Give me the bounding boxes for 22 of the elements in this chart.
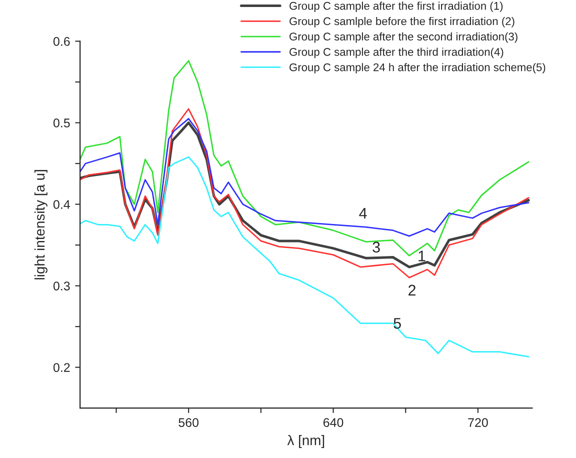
x-tick-label: 560 — [178, 418, 199, 427]
legend-label: Group C sample 24 h after the irradiation scheme(5) — [290, 63, 546, 74]
x-tick-label: 640 — [323, 418, 344, 427]
y-tick-label: 0.3 — [53, 282, 70, 290]
annotation: 2 — [408, 284, 416, 296]
legend-label: Group C samlple before the first irradiation (2) — [290, 17, 514, 28]
line-series — [80, 156, 530, 358]
legend-label: Group C sample after the third irradiation(4) — [290, 48, 504, 58]
legend-label: Group C sample after the first irradiation (1) — [290, 2, 503, 12]
y-tick-label: 0.4 — [53, 200, 70, 209]
x-tick-label: 720 — [468, 418, 488, 427]
annotation: 3 — [372, 242, 380, 253]
y-tick-label: 0.2 — [53, 363, 70, 372]
y-axis-title: light intensity [a u] — [34, 170, 48, 280]
annotation: 4 — [359, 208, 367, 219]
annotation: 1 — [418, 250, 426, 262]
x-axis-title: λ [nm] — [287, 435, 324, 448]
legend-label: Group C sample after the second irradiation(3) — [290, 32, 518, 43]
y-tick-label: 0.6 — [53, 37, 70, 46]
y-tick-label: 0.5 — [53, 118, 70, 128]
annotation: 5 — [394, 318, 401, 329]
line-series — [80, 118, 530, 237]
